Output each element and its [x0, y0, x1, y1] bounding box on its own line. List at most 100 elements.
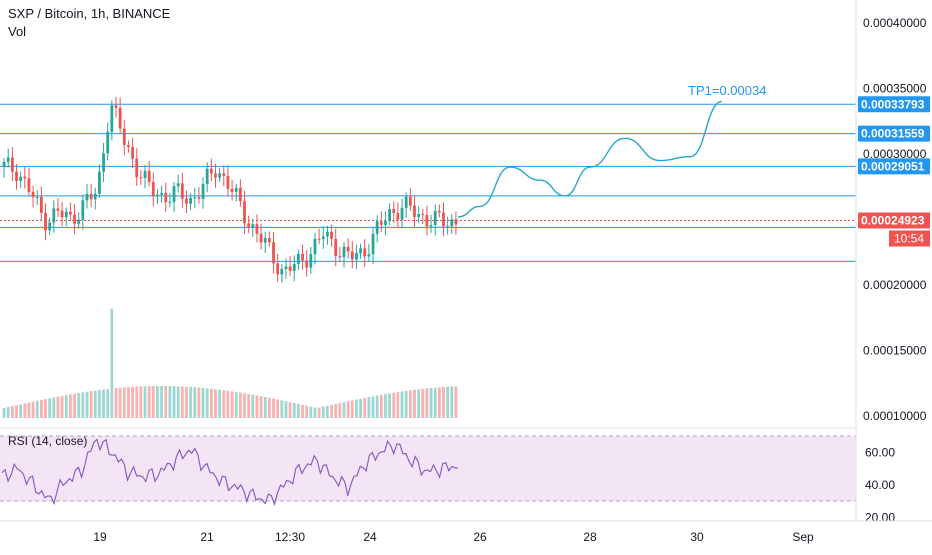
volume-bar [139, 386, 143, 418]
time-axis-label: 28 [583, 530, 597, 544]
rsi-line [1, 438, 459, 506]
candle-body [143, 170, 147, 178]
price-axis-label: 0.00030000 [863, 147, 927, 161]
candle-body [297, 253, 300, 264]
last-price-badge [858, 212, 930, 229]
volume-bar [408, 390, 412, 418]
candle-body [205, 168, 209, 184]
time-axis-label: 21 [200, 530, 214, 544]
volume-bar [371, 396, 375, 418]
volume-bar [309, 406, 313, 418]
volume-bar [297, 403, 300, 418]
volume-bar [429, 387, 433, 418]
candle-body [106, 131, 110, 154]
candle-body [19, 176, 23, 181]
volume-bar [226, 390, 230, 418]
candle-body [388, 209, 391, 222]
candle-body [189, 197, 193, 204]
candle-body [408, 196, 412, 206]
volume-bar [98, 390, 101, 418]
volume-bar [102, 389, 105, 418]
volume-bar [106, 389, 110, 418]
volume-label[interactable]: Vol [8, 24, 27, 39]
candle-body [197, 197, 201, 199]
volume-bar [151, 386, 155, 418]
candle-body [85, 194, 89, 201]
volume-bar [31, 401, 35, 418]
candle-body [69, 211, 72, 215]
candle-body [417, 214, 421, 217]
candle-body [442, 212, 445, 227]
volume-bar [214, 389, 217, 418]
candle-body [98, 171, 101, 194]
volume-bar [93, 390, 97, 418]
candle-body [247, 223, 251, 228]
candle-body [39, 196, 43, 213]
volume-bar [23, 403, 27, 418]
candle-body [73, 214, 76, 224]
candle-body [321, 236, 325, 240]
symbol-title[interactable]: SXP / Bitcoin, 1h, BINANCE [8, 6, 171, 21]
volume-bar [197, 387, 201, 418]
volume-bar [400, 391, 404, 418]
volume-bar [346, 401, 350, 418]
candle-body [118, 107, 122, 129]
candle-body [209, 168, 213, 174]
candle-body [363, 248, 367, 257]
candle-body [288, 266, 292, 271]
volume-bar [330, 404, 333, 418]
level-price-badge [858, 125, 930, 142]
volume-bar [147, 386, 151, 418]
volume-bar [27, 402, 31, 418]
candle-body [201, 183, 205, 199]
volume-bar [433, 387, 437, 418]
price-axis-label: 0.00015000 [863, 344, 927, 358]
price-axis-label: 0.00040000 [863, 16, 927, 30]
candle-body [214, 173, 217, 178]
volume-bar [19, 404, 23, 418]
candle-body [226, 175, 230, 189]
volume-bar [201, 387, 205, 418]
volume-bar [321, 406, 325, 418]
tp1-annotation: TP1=0.00034 [688, 83, 766, 98]
candle-body [102, 153, 105, 172]
volume-bar [160, 386, 163, 418]
candle-body [35, 196, 39, 198]
candle-body [355, 253, 358, 260]
volume-bar [326, 405, 329, 418]
candle-body [160, 192, 163, 195]
volume-bar [276, 399, 280, 418]
countdown-badge [889, 230, 930, 247]
volume-bar [259, 396, 263, 418]
candle-body [176, 183, 180, 187]
volume-bar [388, 393, 391, 418]
level-price-label: 0.00033793 [861, 97, 925, 111]
candle-body [89, 194, 93, 200]
volume-bar [143, 386, 147, 418]
volume-bar [363, 397, 367, 418]
candle-body [64, 211, 68, 218]
candle-body [421, 214, 425, 216]
volume-bar [379, 394, 383, 418]
candle-body [164, 192, 168, 203]
volume-bar [396, 392, 400, 418]
time-axis-label: 30 [690, 530, 704, 544]
rsi-title[interactable]: RSI (14, close) [8, 434, 88, 448]
candle-body [309, 254, 313, 268]
candle-body [238, 187, 242, 202]
volume-bar [77, 393, 81, 418]
candle-body [425, 215, 429, 227]
level-price-badge [858, 158, 930, 175]
rsi-axis-label: 20.00 [865, 510, 895, 524]
candle-body [56, 208, 60, 211]
candle-body [44, 212, 47, 231]
rsi-axis-label: 60.00 [865, 445, 895, 459]
volume-bar [118, 387, 122, 418]
candle-body [255, 224, 259, 234]
countdown-label: 10:54 [894, 232, 924, 246]
candle-body [305, 260, 309, 268]
candle-body [313, 238, 317, 255]
volume-bar [234, 392, 238, 418]
